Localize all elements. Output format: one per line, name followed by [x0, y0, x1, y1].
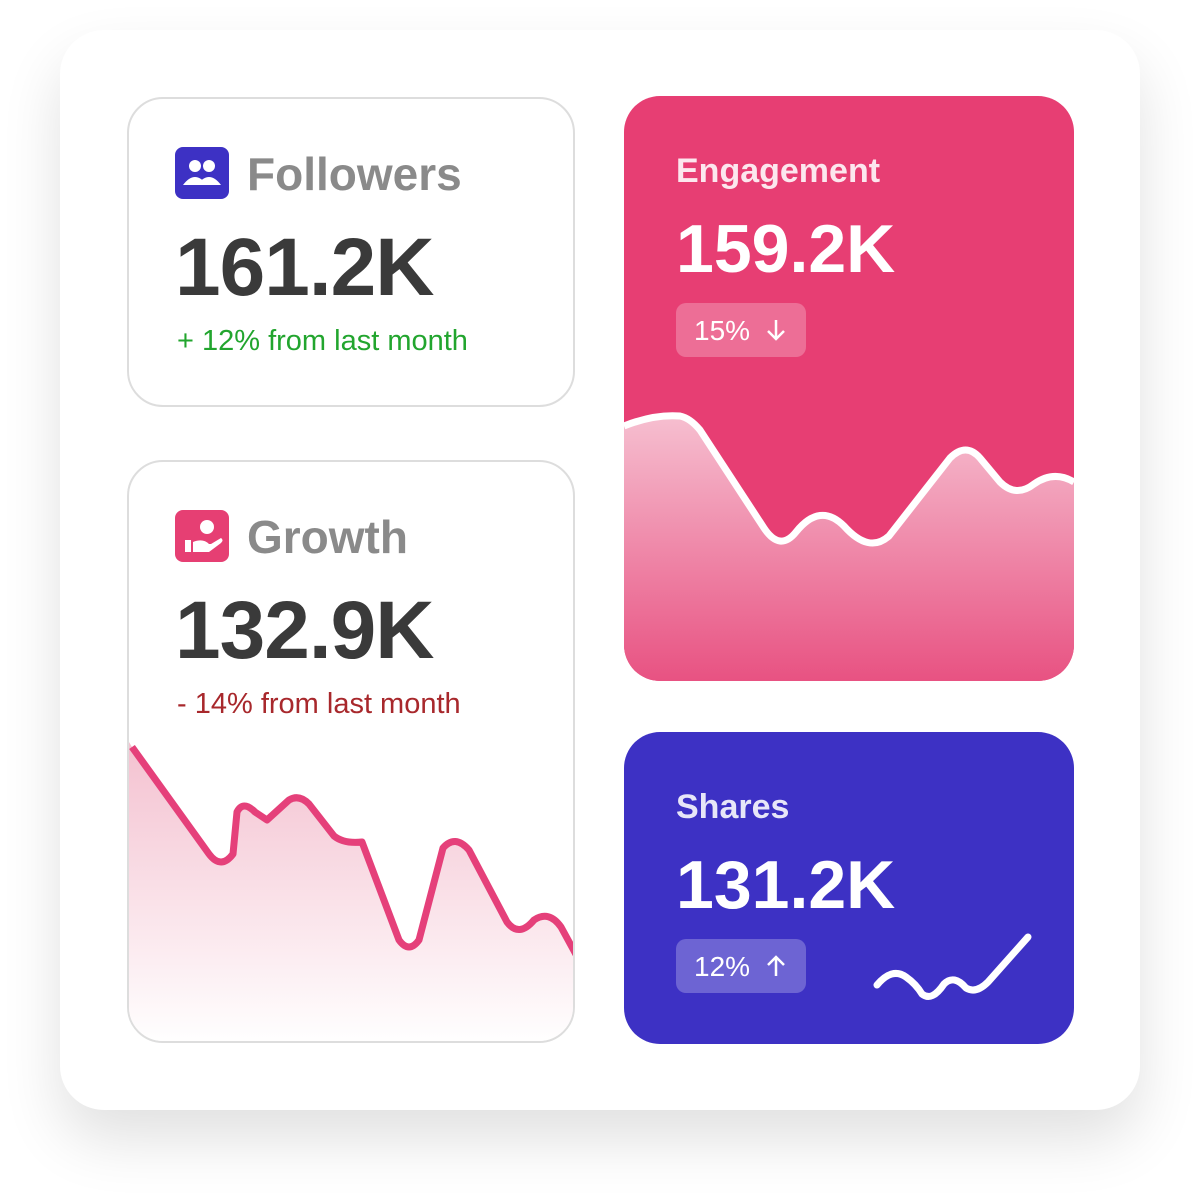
- followers-card: Followers 161.2K + 12% from last month: [127, 97, 575, 407]
- arrow-up: [767, 955, 785, 976]
- followers-icon: [175, 147, 229, 199]
- growth-card: Growth 132.9K - 14% from last month: [127, 460, 575, 1043]
- badge-text: 15%: [694, 315, 751, 346]
- card-value: 132.9K: [175, 585, 434, 676]
- card-value: 161.2K: [175, 222, 434, 313]
- engagement-card: Engagement 159.2K 15%: [624, 96, 1074, 681]
- arrow-down: [767, 320, 785, 341]
- card-value: 159.2K: [676, 211, 896, 287]
- badge-text: 12%: [694, 951, 751, 982]
- sparkline: [624, 412, 1074, 547]
- icon-glyph: [185, 520, 223, 552]
- shares-sparkline: [873, 933, 1032, 1000]
- growth-sparkline: [129, 742, 573, 1041]
- engagement-sparkline: [624, 412, 1074, 681]
- card-title: Followers: [247, 148, 462, 200]
- sparkline: [873, 933, 1032, 1000]
- card-value: 131.2K: [676, 847, 896, 923]
- growth-icon: [175, 510, 229, 562]
- card-title: Growth: [247, 511, 408, 563]
- card-change: + 12% from last month: [177, 325, 468, 357]
- sparkline: [129, 744, 573, 957]
- card-title: Shares: [676, 788, 790, 826]
- area-fill: [624, 415, 1074, 681]
- change-badge: 15%: [676, 303, 806, 357]
- card-change: - 14% from last month: [177, 688, 461, 720]
- shares-card: Shares 131.2K 12%: [624, 732, 1074, 1044]
- icon-glyph: [183, 160, 221, 185]
- area-fill: [129, 742, 573, 1041]
- change-badge: 12%: [676, 939, 806, 993]
- card-title: Engagement: [676, 152, 881, 190]
